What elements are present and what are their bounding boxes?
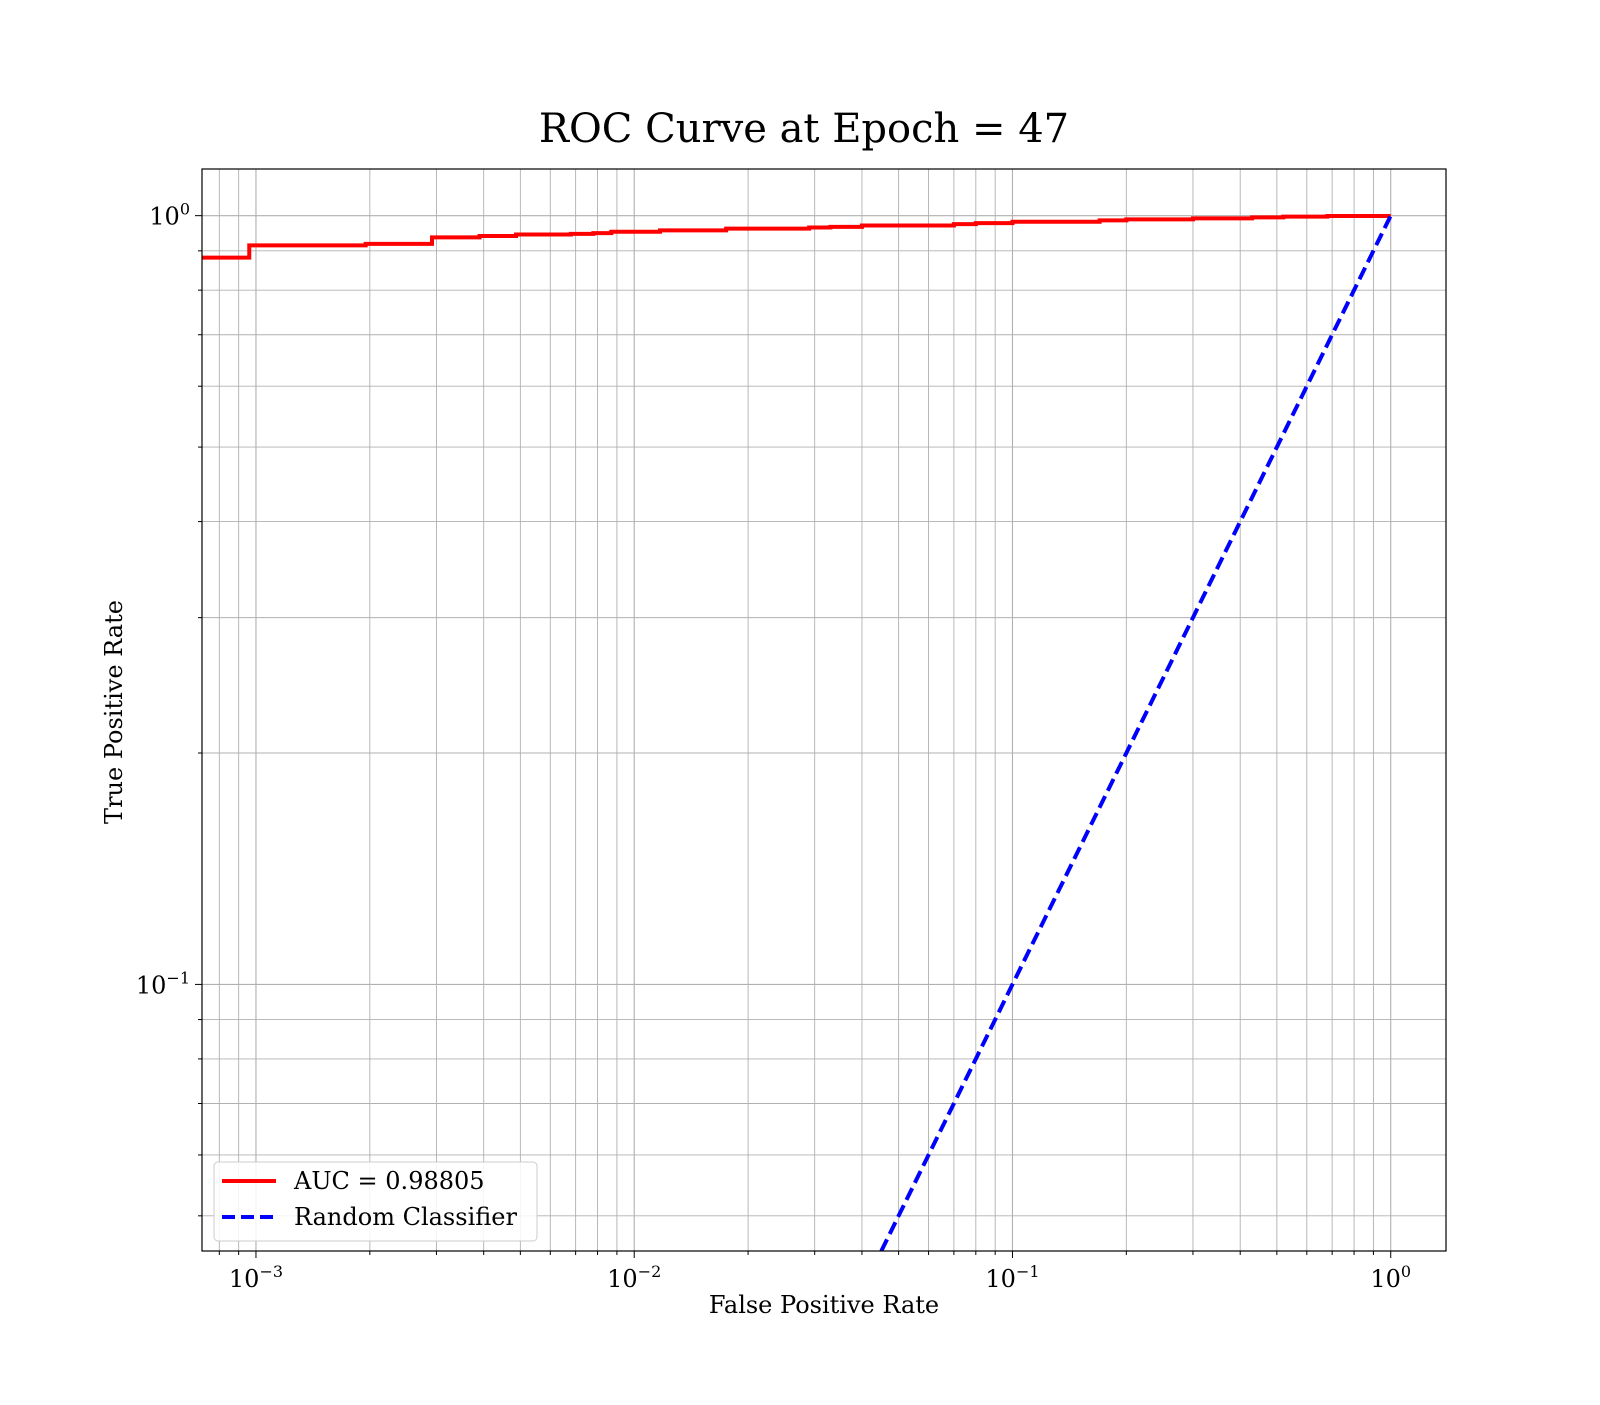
legend-label-random: Random Classifier — [294, 1203, 517, 1231]
y-tick-label: 100 — [149, 200, 190, 231]
chart-title: ROC Curve at Epoch = 47 — [539, 106, 1069, 152]
random-classifier-line — [879, 214, 1393, 1251]
legend-label-auc: AUC = 0.98805 — [293, 1167, 485, 1195]
x-tick-label: 10−1 — [985, 1262, 1039, 1293]
legend: AUC = 0.98805 Random Classifier — [213, 1161, 538, 1242]
roc-curve-line — [202, 214, 1391, 260]
plot-frame — [201, 168, 1447, 1252]
x-tick-label: 10−2 — [607, 1262, 661, 1293]
grid-lines — [202, 169, 1446, 1251]
x-axis-label: False Positive Rate — [709, 1291, 939, 1319]
legend-box — [213, 1161, 538, 1242]
x-tick-label: 100 — [1370, 1262, 1411, 1293]
y-tick-label: 10−1 — [136, 968, 190, 999]
y-axis-label: True Positive Rate — [100, 600, 128, 824]
x-tick-label: 10−3 — [229, 1262, 283, 1293]
axis-ticks: 10−3 10−2 10−1 100 10−1 100 — [136, 200, 1411, 1293]
series-lines — [202, 214, 1393, 1251]
